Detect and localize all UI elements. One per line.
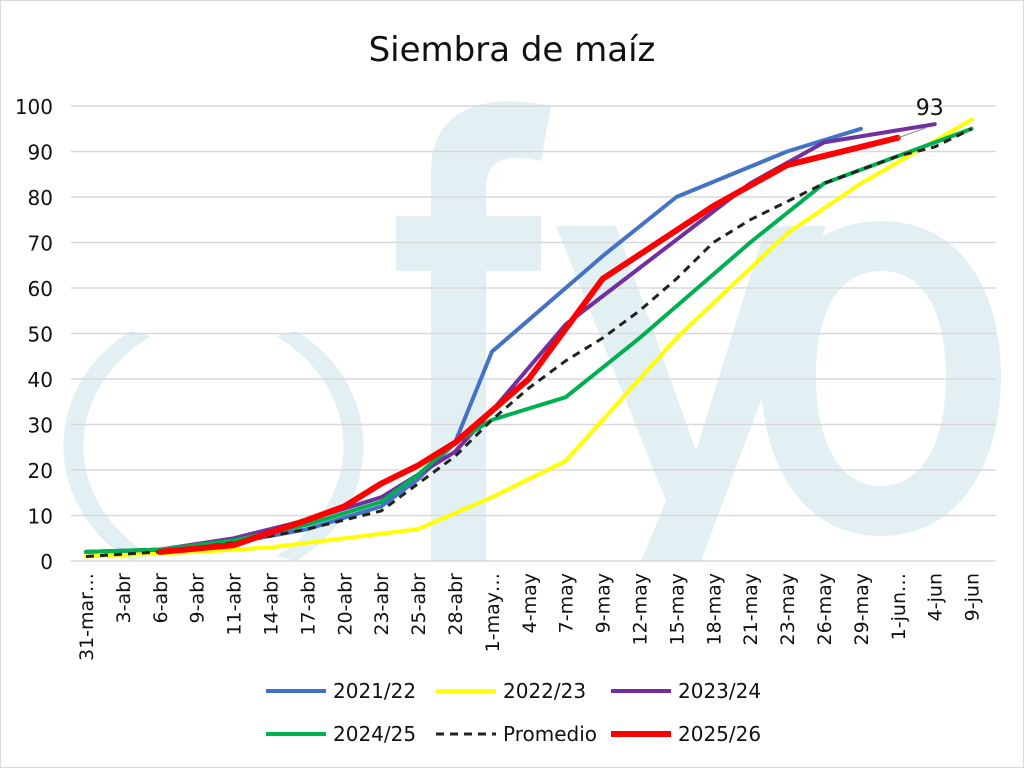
- x-tick-label: 17-abr: [297, 573, 319, 636]
- y-tick-label: 20: [28, 459, 53, 483]
- legend-label: 2024/25: [333, 722, 416, 746]
- x-tick-label: 12-may: [630, 573, 652, 645]
- series-line-promedio: [85, 127, 973, 558]
- legend-item: 2025/26: [611, 722, 761, 746]
- y-tick-label: 40: [28, 368, 53, 392]
- x-tick-label: 25-abr: [408, 573, 430, 636]
- fyo-watermark: [63, 101, 1001, 561]
- x-tick-label: 20-abr: [334, 573, 356, 636]
- legend-label: 2025/26: [678, 722, 761, 746]
- y-tick-label: 100: [15, 95, 53, 119]
- y-tick-label: 90: [28, 141, 53, 165]
- watermark-y-shape: [556, 226, 826, 561]
- series-line-2025-26: [156, 134, 901, 555]
- y-tick-label: 70: [28, 232, 53, 256]
- x-tick-label: 21-may: [740, 573, 762, 645]
- watermark-paren-left: [63, 331, 151, 561]
- legend-item: Promedio: [436, 722, 597, 746]
- x-tick-label: 18-may: [703, 573, 725, 645]
- x-tick-label: 31-mar…: [76, 573, 98, 661]
- annotation-leader: [897, 127, 926, 139]
- watermark-f-shape: [396, 101, 551, 561]
- y-tick-label: 80: [28, 186, 53, 210]
- x-tick-label: 28-abr: [445, 573, 467, 636]
- x-tick-label: 26-may: [814, 573, 836, 645]
- chart-title: Siembra de maíz: [369, 30, 656, 70]
- legend-item: 2022/23: [436, 679, 586, 703]
- y-tick-label: 0: [40, 550, 53, 574]
- y-tick-label: 10: [28, 505, 53, 529]
- x-tick-label: 11-abr: [224, 573, 246, 636]
- x-tick-label: 1-jun…: [888, 573, 910, 640]
- y-tick-label: 30: [28, 414, 53, 438]
- x-tick-label: 14-abr: [261, 573, 283, 636]
- x-tick-label: 7-may: [556, 573, 578, 633]
- x-tick-label: 4-may: [519, 573, 541, 633]
- legend-item: 2023/24: [611, 679, 761, 703]
- x-tick-label: 23-may: [777, 573, 799, 645]
- legend-item: 2021/22: [266, 679, 416, 703]
- x-tick-label: 9-jun: [962, 573, 984, 621]
- x-tick-label: 29-may: [851, 573, 873, 645]
- y-tick-label: 60: [28, 277, 53, 301]
- watermark-o-shape: [761, 221, 1001, 536]
- y-tick-label: 50: [28, 323, 53, 347]
- x-tick-label: 23-abr: [371, 573, 393, 636]
- legend-item: 2024/25: [266, 722, 416, 746]
- data-label: 93: [916, 96, 944, 121]
- x-tick-label: 3-abr: [113, 573, 135, 624]
- legend-label: 2021/22: [333, 679, 416, 703]
- x-tick-label: 6-abr: [150, 573, 172, 624]
- watermark-paren-right: [276, 331, 364, 561]
- legend-label: 2023/24: [678, 679, 761, 703]
- legend-label: Promedio: [503, 722, 597, 746]
- x-tick-label: 4-jun: [925, 573, 947, 621]
- x-tick-label: 9-may: [593, 573, 615, 633]
- x-tick-label: 9-abr: [187, 573, 209, 624]
- legend-label: 2022/23: [503, 679, 586, 703]
- x-tick-label: 1-may…: [482, 573, 504, 652]
- x-tick-label: 15-may: [666, 573, 688, 645]
- series-line-2022-23: [84, 117, 974, 559]
